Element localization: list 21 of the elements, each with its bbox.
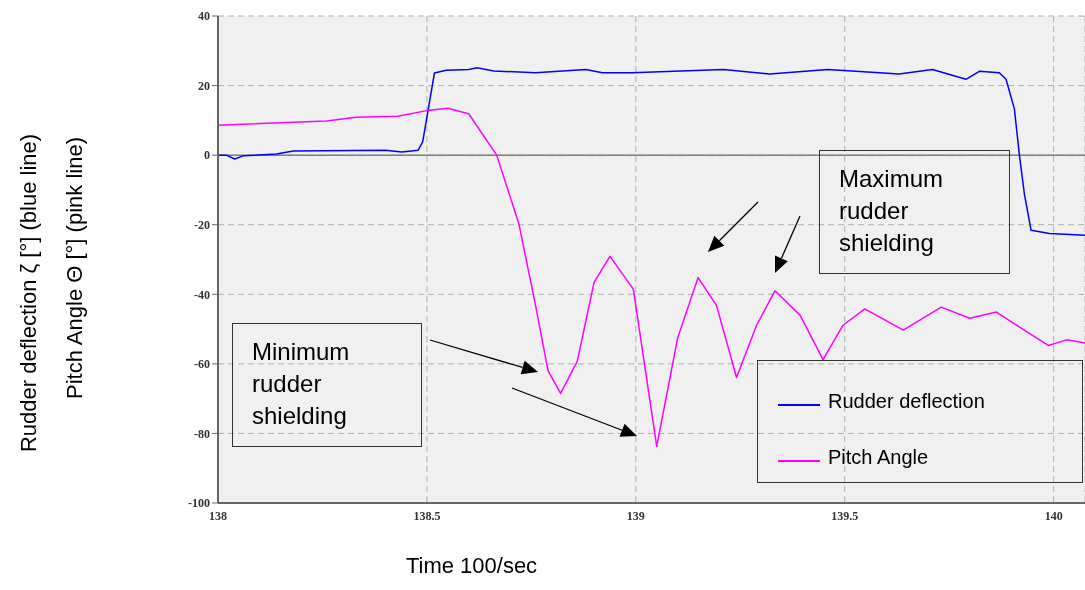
y-tick-label: 40 [198,9,210,24]
y-tick-label: -80 [194,426,210,441]
annotation: Minimum rudder shielding [232,323,422,447]
y-tick-label: 0 [204,148,210,163]
y-tick-label: -40 [194,287,210,302]
legend-label: Pitch Angle [828,445,929,469]
y-tick-label: 20 [198,78,210,93]
x-tick-label: 139 [626,508,645,523]
x-tick-label: 139.5 [831,508,859,523]
annotation: Maximum rudder shielding [819,150,1010,274]
y-tick-label: -60 [194,357,210,372]
line-series [218,107,1085,448]
x-tick-label: 138 [209,508,227,523]
legend-label: Rudder deflection [828,389,985,413]
y-tick-label: -20 [194,217,210,232]
y-tick-label: -100 [188,496,210,511]
x-tick-label: 140 [1044,508,1063,523]
x-tick-label: 138.5 [413,508,441,523]
line-series [218,67,1085,236]
x-axis-title: Time 100/sec [405,553,538,578]
y-axis-title: Rudder deflection ζ [°] (blue line) Pitch Angle Θ [°] (pink line) [16,133,87,453]
